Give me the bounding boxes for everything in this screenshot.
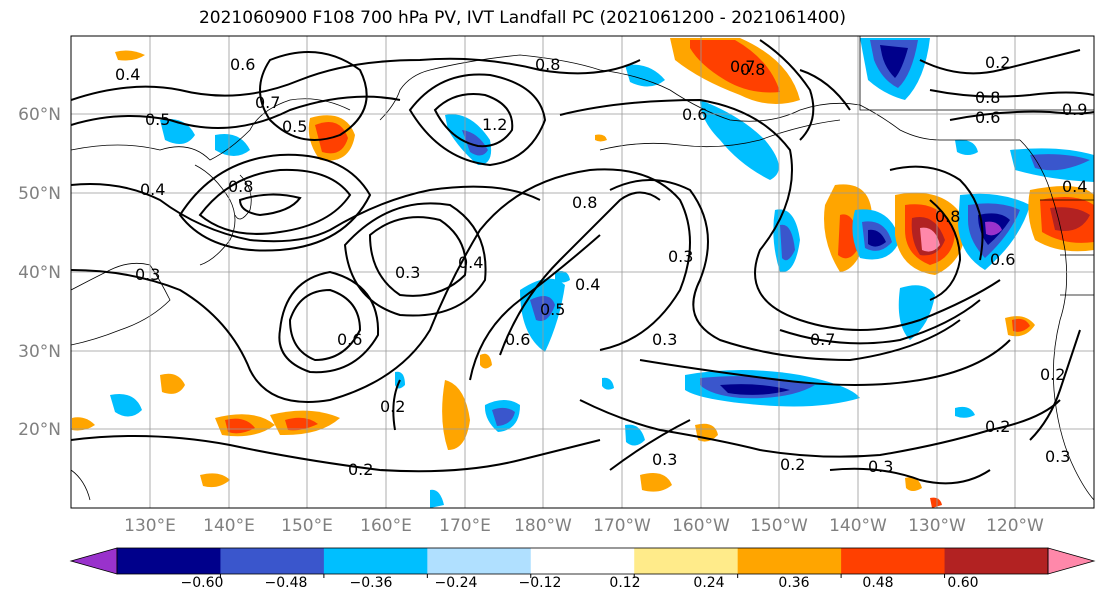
- colorbar-frame: [116, 547, 1049, 575]
- contour-label: 0.2: [380, 397, 405, 416]
- contour-label: 0.6: [975, 108, 1000, 127]
- contour-label: 0.3: [668, 247, 693, 266]
- contour-label: 0.4: [115, 65, 140, 84]
- lon-label: 160°W: [672, 516, 730, 536]
- contour-label: 1.2: [482, 115, 507, 134]
- lon-label: 150°W: [750, 516, 808, 536]
- contour-label: 0.6: [230, 55, 255, 74]
- lon-label: 170°W: [593, 516, 651, 536]
- contour-label: 0.3: [652, 330, 677, 349]
- colorbar-tick-label: −0.60: [181, 575, 224, 591]
- contour-label: 0.4: [458, 253, 483, 272]
- colorbar-extend-low: [69, 547, 118, 575]
- contour-label: 0.2: [985, 417, 1010, 436]
- contour-label: 0.5: [282, 117, 307, 136]
- contour-labels: 0.4 0.6 0.5 0.8 0.7 0.5 0.4 0.8 1.2 0.6 …: [115, 53, 1087, 479]
- contour-label: 0.5: [540, 300, 565, 319]
- colorbar-tick-label: 0.24: [693, 575, 724, 591]
- coastlines: [71, 36, 1094, 501]
- lat-label: 20°N: [18, 420, 61, 440]
- colorbar-segment: [220, 548, 325, 574]
- contour-label: 0.3: [1045, 447, 1070, 466]
- contour-label: 0.8: [975, 88, 1000, 107]
- colorbar-tick-label: −0.48: [265, 575, 308, 591]
- lat-label: 50°N: [18, 184, 61, 204]
- lat-label: 60°N: [18, 105, 61, 125]
- lon-label: 130°E: [124, 516, 176, 536]
- colorbar-tick-label: −0.12: [519, 575, 562, 591]
- contour-label: 0.9: [1062, 100, 1087, 119]
- map-title: 2021060900 F108 700 hPa PV, IVT Landfall…: [198, 8, 846, 28]
- lon-label: 130°W: [908, 516, 966, 536]
- contour-label: 0.8: [535, 55, 560, 74]
- contour-label: 0.7: [810, 330, 835, 349]
- gridlines: [71, 36, 1094, 508]
- lat-label: 30°N: [18, 342, 61, 362]
- contour-label: 0.3: [395, 263, 420, 282]
- contour-label: 0.8: [935, 207, 960, 226]
- plot-frame: [70, 35, 1095, 509]
- contour-label: 0.2: [348, 460, 373, 479]
- colorbar-segment: [427, 548, 532, 574]
- pv-anomaly-fills: [72, 38, 1094, 508]
- lat-label: 40°N: [18, 263, 61, 283]
- lon-label: 180°W: [514, 516, 572, 536]
- longitude-labels: 130°E 140°E 150°E 160°E 170°E 180°W 170°…: [124, 516, 1044, 536]
- colorbar-segment: [634, 548, 739, 574]
- colorbar-segment: [841, 548, 946, 574]
- colorbar-tick-label: 0.48: [862, 575, 893, 591]
- colorbar-tick-label: −0.24: [435, 575, 478, 591]
- contour-label: 0.3: [868, 457, 893, 476]
- contour-label: 0.8: [572, 193, 597, 212]
- lon-label: 120°W: [986, 516, 1044, 536]
- lon-label: 170°E: [439, 516, 491, 536]
- contour-label: 0.2: [985, 53, 1010, 72]
- colorbar-segment: [530, 548, 635, 574]
- contour-label: 0.7: [730, 57, 755, 76]
- colorbar-tick-label: 0.60: [947, 575, 978, 591]
- contour-label: 0.6: [337, 330, 362, 349]
- contour-label: 0.3: [135, 265, 160, 284]
- colorbar-segment: [737, 548, 842, 574]
- contour-label: 0.8: [228, 177, 253, 196]
- lon-label: 140°W: [829, 516, 887, 536]
- colorbar-extend-high: [1047, 547, 1096, 575]
- lon-label: 160°E: [360, 516, 412, 536]
- colorbar-tick-label: 0.36: [778, 575, 809, 591]
- contour-label: 0.5: [145, 110, 170, 129]
- colorbar-tick-label: 0.12: [609, 575, 640, 591]
- contour-label: 0.7: [255, 93, 280, 112]
- contour-label: 0.4: [1062, 177, 1087, 196]
- colorbar: [69, 547, 1096, 578]
- colorbar-segment: [944, 548, 1049, 574]
- colorbar-segment: [323, 548, 428, 574]
- contour-label: 0.4: [575, 275, 600, 294]
- contour-label: 0.8: [740, 60, 765, 79]
- contour-label: 0.2: [780, 455, 805, 474]
- contour-label: 0.6: [505, 330, 530, 349]
- colorbar-tick-labels: −0.60 −0.48 −0.36 −0.24 −0.12 0.12 0.24 …: [181, 575, 979, 591]
- contour-label: 0.6: [990, 250, 1015, 269]
- latitude-labels: 60°N 50°N 40°N 30°N 20°N: [18, 105, 61, 440]
- contour-label: 0.6: [682, 105, 707, 124]
- colorbar-segment: [117, 548, 221, 574]
- lon-label: 140°E: [203, 516, 255, 536]
- contour-label: 0.3: [652, 450, 677, 469]
- lon-label: 150°E: [281, 516, 333, 536]
- contour-label: 0.2: [1040, 365, 1065, 384]
- colorbar-tick-label: −0.36: [350, 575, 393, 591]
- ivt-contours: [71, 39, 1094, 485]
- contour-label: 0.4: [140, 180, 165, 199]
